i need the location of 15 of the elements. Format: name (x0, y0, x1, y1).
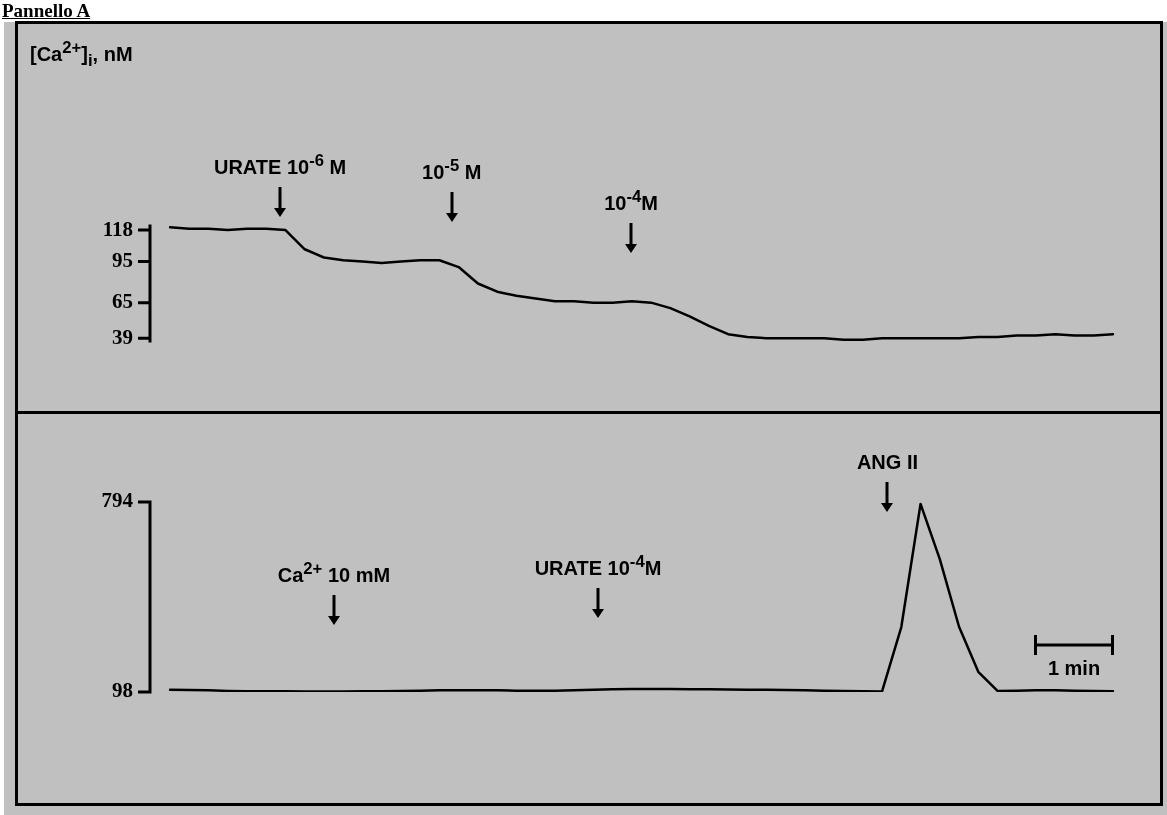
chart-title: Pannello A (2, 0, 91, 22)
text: 10$^{-4}$M (604, 187, 658, 215)
y-tick-label: 98 (112, 678, 133, 703)
text: 10$^{-5}$ M (422, 156, 482, 184)
y-tick-label: 794 (101, 488, 134, 513)
annotation: 1 min (1047, 657, 1101, 680)
text: ANG II (856, 451, 918, 474)
annotation: Ca$^{2+}$ 10 mM (277, 559, 391, 587)
y-axis-title: [Ca$^{2+}$]$_{i}$, nM (30, 38, 133, 71)
y-tick-label: 95 (112, 248, 133, 273)
annotation: URATE 10$^{-4}$M (534, 552, 662, 580)
y-tick-label: 118 (102, 216, 133, 241)
y-tick-label: 39 (112, 324, 133, 349)
text: URATE 10$^{-6}$ M (213, 151, 347, 179)
y-tick-label: 65 (112, 289, 133, 314)
